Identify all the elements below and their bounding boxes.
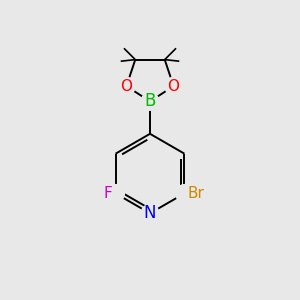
Circle shape	[108, 187, 121, 200]
Text: O: O	[168, 79, 180, 94]
Circle shape	[179, 187, 192, 200]
Circle shape	[107, 184, 124, 202]
Text: Br: Br	[188, 186, 204, 201]
Circle shape	[176, 184, 193, 202]
Text: F: F	[104, 186, 112, 201]
Circle shape	[141, 205, 159, 222]
Circle shape	[141, 93, 159, 110]
Text: B: B	[144, 92, 156, 110]
Text: N: N	[144, 204, 156, 222]
Text: O: O	[120, 79, 132, 94]
Circle shape	[165, 77, 182, 95]
Circle shape	[118, 77, 135, 95]
